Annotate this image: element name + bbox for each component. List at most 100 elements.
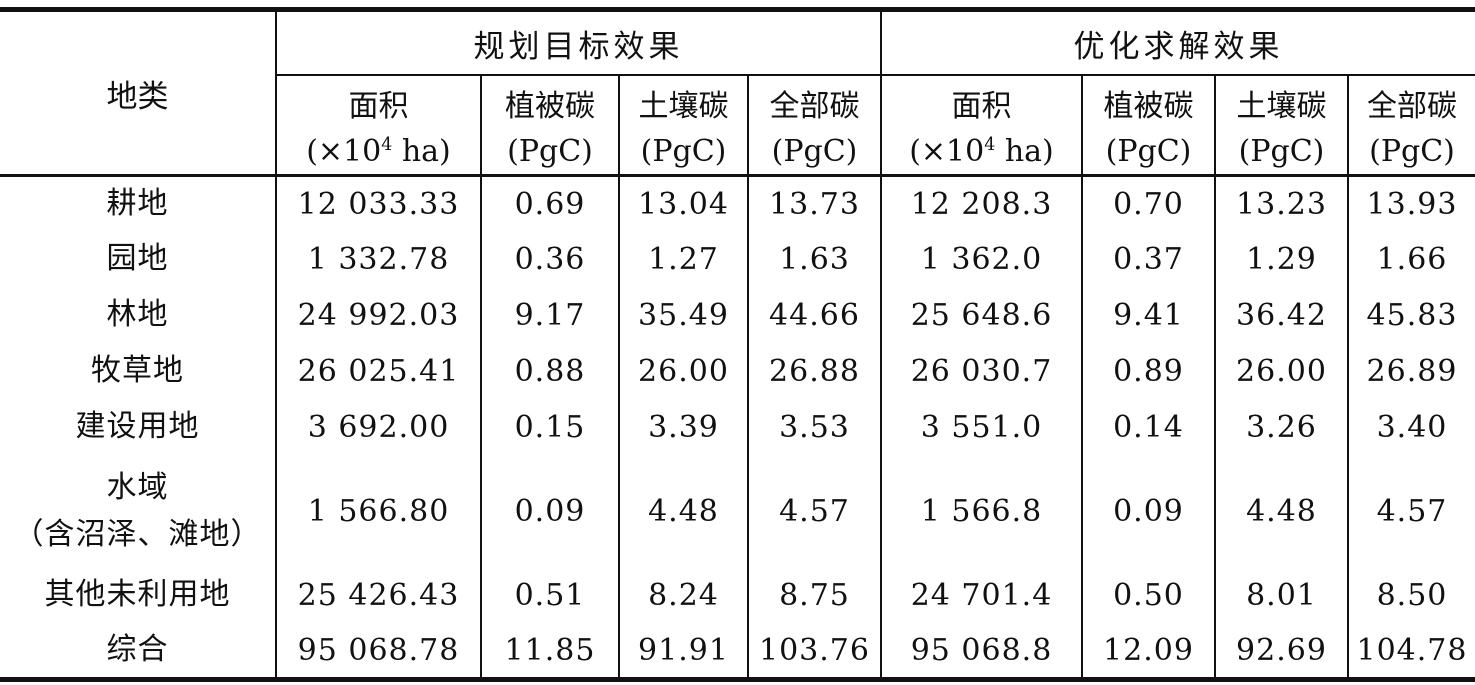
land-type-cell: 综合 [0, 624, 276, 680]
group-header-row: 地类 规划目标效果 优化求解效果 [0, 9, 1475, 177]
corner-header-land-type: 地类 [0, 9, 276, 177]
value-cell: 13.93 [1347, 175, 1475, 232]
land-type-cell: 水域 （含沼泽、滩地） [0, 456, 276, 568]
column-name: 土壤碳 [1236, 88, 1327, 124]
value-cell: 8.01 [1214, 567, 1348, 624]
value-cell: 4.48 [618, 455, 748, 568]
land-type-label: 耕地 [106, 186, 169, 221]
value-cell: 35.49 [618, 287, 748, 344]
land-type-cell: 建设用地 [0, 400, 276, 456]
value-cell: 3 692.00 [275, 399, 481, 456]
value-cell: 4.57 [1347, 455, 1475, 568]
value-cell: 91.91 [618, 623, 748, 680]
value-cell: 92.69 [1214, 623, 1348, 680]
col-header-opt-area: 面积 (×104 ha) [880, 75, 1082, 177]
value-cell: 95 068.78 [275, 623, 481, 680]
value-cell: 95 068.8 [880, 623, 1082, 680]
value-cell: 0.09 [480, 455, 619, 568]
value-cell: 3 551.0 [880, 399, 1082, 456]
value-cell: 11.85 [480, 623, 619, 680]
unit-text: (PgC) [771, 134, 858, 170]
unit-text: (PgC) [640, 134, 727, 170]
value-cell: 0.15 [480, 399, 619, 456]
value-cell: 1.27 [618, 231, 748, 288]
unit-text: (PgC) [507, 134, 593, 170]
col-header-opt-vegetation-carbon: 植被碳 (PgC) [1081, 75, 1215, 177]
unit-superscript: 4 [381, 135, 393, 156]
value-cell: 1 566.80 [275, 455, 481, 568]
value-cell: 25 426.43 [275, 567, 481, 624]
value-cell: 3.53 [747, 399, 881, 456]
value-cell: 1 362.0 [880, 231, 1082, 288]
table-row-forest: 林地 24 992.03 9.17 35.49 44.66 25 648.6 9… [0, 287, 1475, 344]
value-cell: 26.89 [1347, 343, 1475, 400]
value-cell: 13.23 [1214, 175, 1348, 232]
value-cell: 13.04 [618, 175, 748, 232]
col-header-plan-soil-carbon: 土壤碳 (PgC) [618, 75, 748, 177]
column-name: 土壤碳 [638, 88, 729, 124]
column-name: 面积 [348, 88, 409, 124]
col-header-inner: 植被碳 (PgC) [483, 76, 618, 173]
land-type-label: 综合 [106, 632, 169, 667]
col-header-plan-vegetation-carbon: 植被碳 (PgC) [480, 75, 619, 177]
value-cell: 1.29 [1214, 231, 1348, 288]
column-unit: (PgC) [621, 134, 747, 170]
value-cell: 26 025.41 [275, 343, 481, 400]
land-type-cell: 牧草地 [0, 344, 276, 400]
group-header-optimized: 优化求解效果 [880, 9, 1475, 76]
value-cell: 0.51 [480, 567, 619, 624]
table-row-water: 水域 （含沼泽、滩地） 1 566.80 0.09 4.48 4.57 1 56… [0, 455, 1475, 568]
table-row-grassland: 牧草地 26 025.41 0.88 26.00 26.88 26 030.7 … [0, 343, 1475, 400]
value-cell: 0.37 [1081, 231, 1215, 288]
land-type-label: 水域 [106, 470, 169, 505]
column-unit: (×104 ha) [883, 134, 1081, 170]
value-cell: 0.69 [480, 175, 619, 232]
value-cell: 9.17 [480, 287, 619, 344]
column-unit: (PgC) [750, 134, 880, 170]
value-cell: 0.88 [480, 343, 619, 400]
col-header-plan-total-carbon: 全部碳 (PgC) [747, 75, 881, 177]
land-type-cell: 耕地 [0, 176, 276, 232]
table-row-garden: 园地 1 332.78 0.36 1.27 1.63 1 362.0 0.37 … [0, 231, 1475, 288]
value-cell: 104.78 [1347, 623, 1475, 680]
col-header-inner: 全部碳 (PgC) [750, 76, 880, 173]
value-cell: 0.70 [1081, 175, 1215, 232]
col-header-inner: 土壤碳 (PgC) [621, 76, 747, 173]
col-header-inner: 全部碳 (PgC) [1350, 76, 1475, 173]
unit-text: (×10 [909, 134, 985, 170]
value-cell: 0.89 [1081, 343, 1215, 400]
col-header-inner: 植被碳 (PgC) [1084, 76, 1214, 173]
land-type-label-line2: （含沼泽、滩地） [13, 516, 262, 552]
unit-superscript: 4 [984, 135, 996, 156]
value-cell: 26.00 [1214, 343, 1348, 400]
value-cell: 9.41 [1081, 287, 1215, 344]
unit-text: (PgC) [1105, 134, 1192, 170]
value-cell: 0.09 [1081, 455, 1215, 568]
value-cell: 1.66 [1347, 231, 1475, 288]
value-cell: 26.88 [747, 343, 881, 400]
value-cell: 0.50 [1081, 567, 1215, 624]
table-row-construction: 建设用地 3 692.00 0.15 3.39 3.53 3 551.0 0.1… [0, 399, 1475, 456]
value-cell: 24 701.4 [880, 567, 1082, 624]
land-type-label: 林地 [106, 297, 169, 333]
land-type-cell: 园地 [0, 232, 276, 288]
value-cell: 12.09 [1081, 623, 1215, 680]
col-header-plan-area: 面积 (×104 ha) [275, 75, 481, 177]
value-cell: 26 030.7 [880, 343, 1082, 400]
column-unit: (PgC) [1084, 134, 1214, 170]
unit-text: (PgC) [1238, 134, 1325, 170]
column-unit: (PgC) [483, 134, 618, 170]
value-cell: 3.40 [1347, 399, 1475, 456]
value-cell: 3.39 [618, 399, 748, 456]
value-cell: 0.14 [1081, 399, 1215, 456]
value-cell: 13.73 [747, 175, 881, 232]
value-cell: 25 648.6 [880, 287, 1082, 344]
unit-text: (PgC) [1369, 134, 1455, 170]
column-unit: (×104 ha) [278, 134, 480, 169]
sub-header-row: 面积 (×104 ha) 植被碳 (PgC) 土壤碳 (PgC) 全部碳 [0, 75, 1475, 177]
group-header-planning: 规划目标效果 [275, 9, 881, 76]
value-cell: 103.76 [747, 623, 881, 680]
land-type-label: 其他未利用地 [44, 577, 231, 613]
value-cell: 8.50 [1347, 567, 1475, 624]
column-name: 植被碳 [505, 88, 595, 124]
